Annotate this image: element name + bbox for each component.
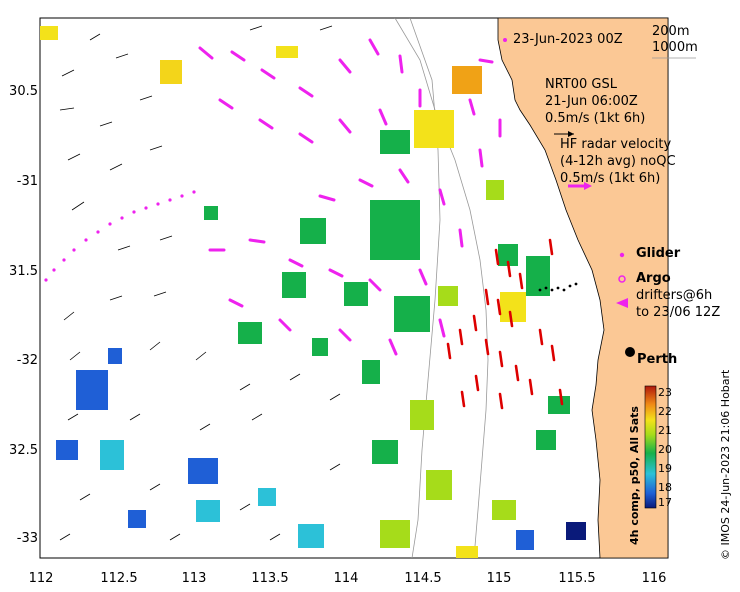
hf-avg: (4-12h avg) noQC xyxy=(560,154,676,169)
gsl-date: 21-Jun 06:00Z xyxy=(545,94,638,109)
gsl-scale-arrowhead xyxy=(568,131,574,137)
colorbar-tick: 22 xyxy=(658,405,672,418)
colorbar-tick: 17 xyxy=(658,496,672,509)
hf-radar-vectors xyxy=(446,238,564,410)
x-tick: 113 xyxy=(181,571,207,586)
colorbar-title: 4h comp, p50, All Sats xyxy=(628,406,641,545)
credit-label: © IMOS 24-Jun-2023 21:06 Hobart xyxy=(719,369,732,560)
isobath-200m xyxy=(394,18,489,558)
date-marker-dot xyxy=(503,38,507,42)
colorbar-tick: 21 xyxy=(658,424,672,437)
argo-marker xyxy=(618,275,626,283)
y-tick: 30.5 xyxy=(9,84,38,99)
y-tick: -32 xyxy=(16,353,38,368)
colorbar-tick: 23 xyxy=(658,386,672,399)
colorbar-tick: 19 xyxy=(658,462,672,475)
y-tick: -31 xyxy=(16,174,38,189)
x-tick: 113.5 xyxy=(251,571,289,586)
drifter-track xyxy=(538,282,578,292)
colorbar-tick: 18 xyxy=(658,481,672,494)
colorbar xyxy=(644,385,657,509)
gsl-scale-label: 0.5m/s (1kt 6h) xyxy=(545,111,646,126)
x-tick: 114.5 xyxy=(404,571,442,586)
isobath-1000m xyxy=(409,18,441,558)
hf-scale-arrowhead xyxy=(584,182,592,190)
gsl-title: NRT00 GSL xyxy=(545,77,617,92)
perth-marker xyxy=(625,347,635,357)
glider-marker xyxy=(619,252,625,258)
land-mass xyxy=(497,18,668,558)
x-tick: 112 xyxy=(28,571,54,586)
gsl-current-vectors xyxy=(198,38,502,356)
drifters-label-1: drifters@6h xyxy=(636,288,713,303)
date-label: 23-Jun-2023 00Z xyxy=(513,32,623,47)
y-tick: 32.5 xyxy=(9,443,38,458)
argo-label: Argo xyxy=(636,271,671,286)
glider-label: Glider xyxy=(636,246,681,261)
isobath-label-200: 200m xyxy=(652,24,690,39)
y-tick: -33 xyxy=(16,531,38,546)
x-tick: 115.5 xyxy=(558,571,596,586)
drifters-label-2: to 23/06 12Z xyxy=(636,305,721,320)
current-arrow-field xyxy=(59,25,341,541)
x-tick: 114 xyxy=(333,571,359,586)
drifter-marker xyxy=(616,298,628,308)
glider-tracks xyxy=(44,190,196,282)
sst-patches xyxy=(40,26,586,558)
hf-scale-label: 0.5m/s (1kt 6h) xyxy=(560,171,661,186)
x-tick: 115 xyxy=(486,571,512,586)
x-tick: 116 xyxy=(641,571,667,586)
hf-title: HF radar velocity xyxy=(560,137,672,152)
y-tick: 31.5 xyxy=(9,264,38,279)
city-label-perth: Perth xyxy=(637,352,678,367)
x-tick: 112.5 xyxy=(100,571,138,586)
isobath-label-1000: 1000m xyxy=(652,40,698,55)
colorbar-tick: 20 xyxy=(658,443,672,456)
